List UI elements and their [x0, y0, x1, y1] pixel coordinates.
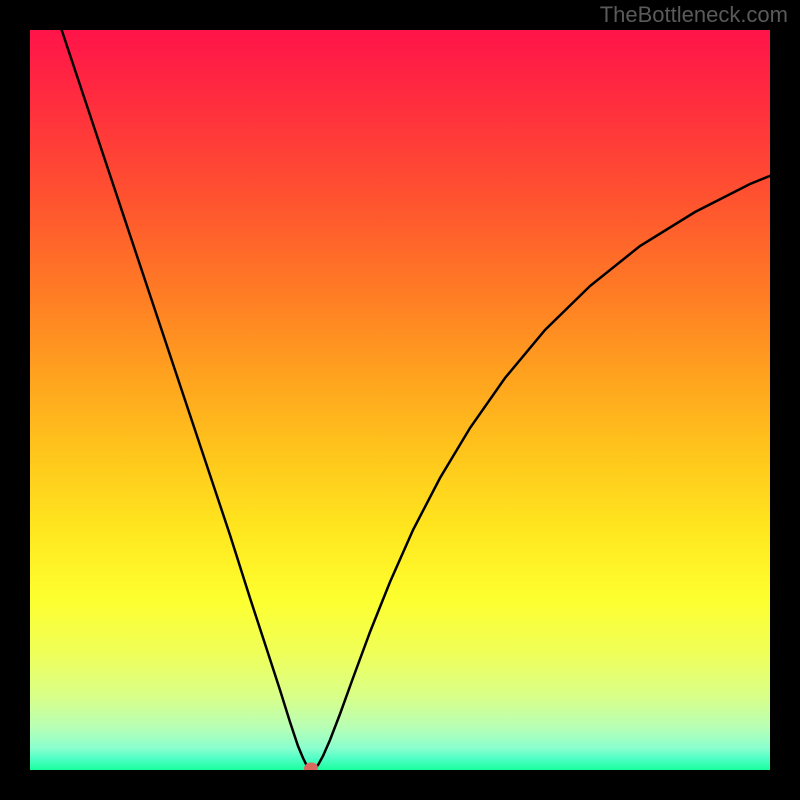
chart-svg [30, 30, 770, 770]
chart-plot-area [30, 30, 770, 770]
watermark-text: TheBottleneck.com [600, 2, 788, 28]
chart-background-gradient [30, 30, 770, 770]
